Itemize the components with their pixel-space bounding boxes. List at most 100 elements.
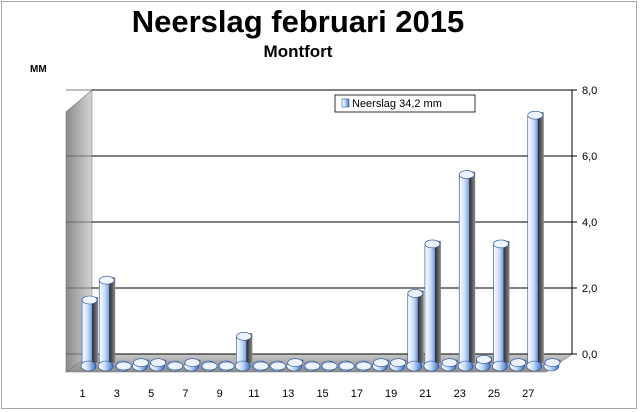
bar-base bbox=[235, 360, 251, 372]
bar bbox=[457, 170, 476, 372]
bar-top bbox=[424, 239, 441, 249]
x-tick-label: 27 bbox=[522, 388, 534, 400]
bar-top bbox=[184, 358, 201, 368]
bar-top bbox=[116, 361, 132, 371]
x-tick-label: 1 bbox=[80, 388, 86, 400]
bar-base bbox=[457, 360, 474, 372]
legend-swatch bbox=[341, 98, 350, 108]
x-tick-label: 25 bbox=[488, 388, 500, 400]
bar bbox=[217, 360, 235, 372]
bar-top bbox=[98, 275, 115, 285]
bars bbox=[80, 110, 561, 372]
bar-shadow bbox=[92, 297, 99, 363]
bar-top bbox=[287, 358, 304, 368]
bar bbox=[372, 358, 390, 372]
chart-title: Neerslag februari 2015 bbox=[131, 4, 465, 39]
bar bbox=[252, 360, 269, 372]
legend-label: Neerslag 34,2 mm bbox=[352, 98, 442, 110]
bar bbox=[235, 331, 253, 372]
x-tick-label: 3 bbox=[114, 388, 120, 400]
x-tick-labels: 1 3 5 7 9 11 13 15 17 19 21 23 25 27 bbox=[80, 388, 535, 400]
gridlines bbox=[66, 89, 577, 355]
bar bbox=[269, 360, 286, 372]
bar-top bbox=[476, 355, 492, 364]
bar-base bbox=[97, 360, 114, 372]
bar-shadow bbox=[246, 333, 253, 363]
bar bbox=[149, 358, 167, 372]
bar-top bbox=[253, 361, 269, 371]
bar-top bbox=[407, 289, 424, 298]
bar bbox=[115, 360, 132, 372]
bar bbox=[406, 289, 424, 372]
y-tick-label: 4,0 bbox=[582, 217, 597, 229]
bar bbox=[423, 239, 441, 372]
bar-top bbox=[133, 358, 149, 368]
legend-box bbox=[334, 94, 476, 113]
bar-top bbox=[81, 295, 98, 305]
bar-top bbox=[493, 239, 509, 249]
chart-subtitle: Montfort bbox=[263, 42, 333, 61]
x-tick-label: 17 bbox=[351, 388, 363, 400]
bar bbox=[337, 360, 355, 372]
bar bbox=[492, 239, 510, 372]
x-tick-label: 19 bbox=[385, 388, 397, 400]
bar bbox=[355, 360, 372, 372]
bar bbox=[286, 358, 304, 372]
bar-top bbox=[321, 361, 338, 371]
bar-base bbox=[406, 360, 423, 372]
bar-top bbox=[510, 358, 526, 368]
bar bbox=[440, 358, 459, 372]
x-tick-label: 13 bbox=[282, 388, 294, 400]
bar-shadow bbox=[417, 290, 424, 363]
bar-shadow bbox=[469, 171, 476, 363]
x-tick-label: 7 bbox=[182, 388, 188, 400]
bar bbox=[80, 295, 99, 372]
bar-base bbox=[423, 360, 440, 372]
bar-top bbox=[270, 361, 286, 371]
bar-top bbox=[201, 361, 218, 371]
bar bbox=[320, 360, 338, 372]
bar-base bbox=[526, 360, 543, 372]
x-tick-label: 15 bbox=[316, 388, 328, 400]
bar-top bbox=[304, 361, 321, 371]
bar-top bbox=[356, 361, 372, 371]
bar-shadow bbox=[503, 240, 510, 363]
bar bbox=[303, 360, 321, 372]
y-axis-label: MM bbox=[30, 64, 47, 75]
bar-top bbox=[373, 358, 389, 368]
bar-shadow bbox=[537, 112, 544, 363]
bar-shadow bbox=[434, 240, 441, 363]
y-tick-label: 6,0 bbox=[582, 151, 597, 163]
y-tick-label: 0,0 bbox=[582, 349, 597, 361]
bar bbox=[132, 358, 150, 372]
bar bbox=[389, 358, 407, 372]
bar-base bbox=[80, 360, 97, 372]
x-tick-label: 23 bbox=[454, 388, 466, 400]
legend: Neerslag 34,2 mm bbox=[334, 94, 476, 113]
y-tick-labels: 0,0 2,0 4,0 6,0 8,0 bbox=[582, 85, 597, 361]
bar-base bbox=[492, 360, 508, 372]
bar-top bbox=[236, 331, 252, 341]
bar-top bbox=[338, 361, 355, 371]
y-tick-label: 8,0 bbox=[582, 85, 597, 97]
bar-top bbox=[441, 358, 458, 368]
x-tick-label: 11 bbox=[248, 388, 259, 400]
bar bbox=[543, 358, 561, 372]
bar-top bbox=[167, 361, 184, 371]
x-tick-label: 5 bbox=[148, 388, 154, 400]
bar-top bbox=[150, 358, 166, 368]
bar bbox=[475, 355, 493, 372]
bar-top bbox=[218, 361, 235, 371]
bar bbox=[183, 358, 201, 372]
bar-top bbox=[544, 358, 561, 368]
bar-top bbox=[390, 358, 406, 368]
bar-shadow bbox=[109, 277, 116, 363]
bar bbox=[166, 360, 184, 372]
x-tick-label: 21 bbox=[419, 388, 431, 400]
bar bbox=[509, 358, 527, 372]
bar bbox=[526, 110, 544, 372]
y-tick-label: 2,0 bbox=[582, 283, 597, 295]
bar bbox=[200, 360, 218, 372]
